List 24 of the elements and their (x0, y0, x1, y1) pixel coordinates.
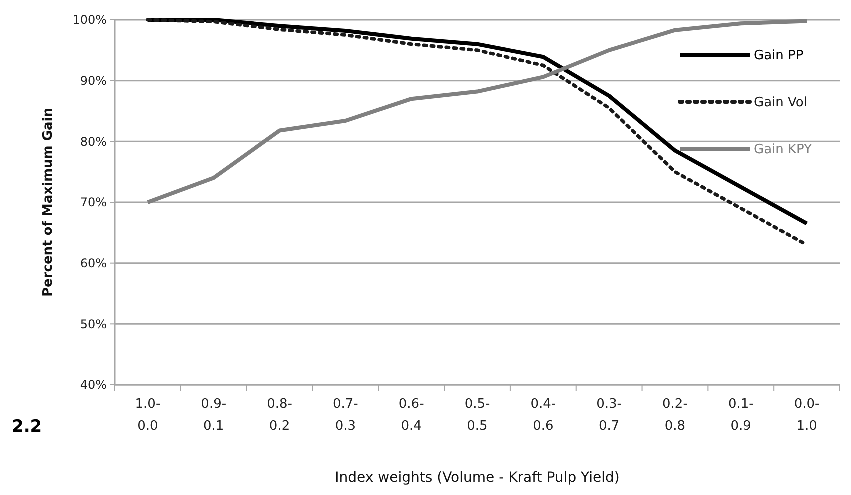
y-tick-label: 100% (72, 13, 107, 28)
x-tick-label: 0.3- 0.7 (596, 397, 622, 434)
x-tick-label: 1.0- 0.0 (135, 397, 161, 434)
y-tick-label: 50% (80, 317, 107, 332)
y-tick-label: 70% (80, 196, 107, 210)
text: 2.2 (12, 417, 42, 437)
y-tick-label: 40% (80, 378, 107, 392)
text: Gain PP (754, 48, 804, 64)
y-tick-label: 90% (80, 74, 107, 88)
x-tick-label: 0.2- 0.8 (662, 397, 688, 434)
x-tick-label: 0.0- 1.0 (794, 397, 820, 434)
y-tick-label: 80% (80, 134, 107, 149)
x-tick-label: 0.4- 0.6 (530, 397, 556, 434)
x-tick-label: 0.6- 0.4 (398, 397, 425, 434)
text: Gain KPY (754, 142, 812, 158)
x-axis-title: Index weights (Volume - Kraft Pulp Yield) (335, 470, 620, 486)
y-axis-title: Percent of Maximum Gain (41, 108, 56, 297)
x-tick-label: 0.9- 0.1 (201, 397, 227, 434)
x-tick-label: 0.8- 0.2 (267, 397, 293, 434)
x-tick-label: 0.5- 0.5 (464, 397, 490, 434)
text: Gain Vol (754, 96, 808, 111)
y-tick-label: 60% (80, 256, 107, 271)
x-tick-label: 0.1- 0.9 (728, 397, 754, 434)
x-tick-label: 0.7- 0.3 (332, 397, 359, 434)
